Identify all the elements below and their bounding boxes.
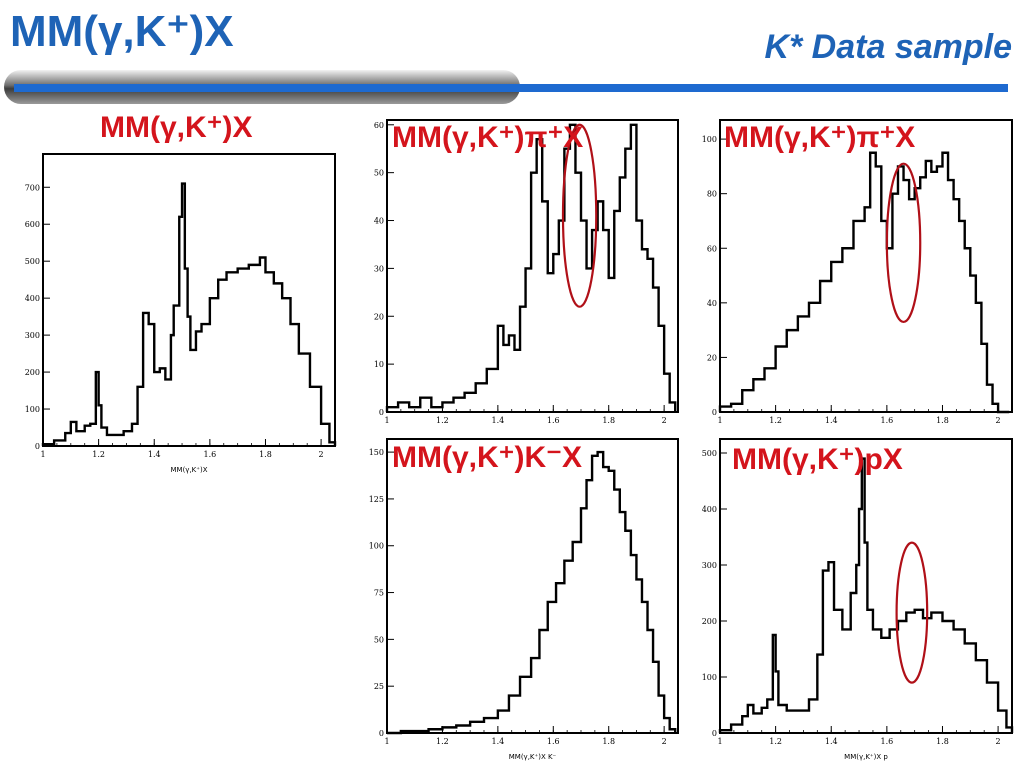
y-tick-label: 60 [374, 121, 384, 130]
y-tick-label: 150 [369, 448, 384, 457]
x-tick-label: 1.4 [491, 737, 504, 746]
y-tick-label: 600 [25, 220, 40, 229]
x-tick-label: 1.8 [602, 416, 615, 425]
y-tick-label: 125 [369, 495, 384, 504]
x-tick-label: 1.4 [491, 416, 504, 425]
x-tick-label: 1 [384, 416, 389, 425]
histogram-series [718, 457, 1014, 733]
y-tick-label: 400 [702, 505, 717, 514]
y-tick-label: 40 [374, 217, 384, 226]
page-title: MM(γ,K⁺)X [10, 7, 234, 56]
x-axis-label: MM(γ,K⁺)X p [844, 753, 888, 761]
y-tick-label: 50 [374, 635, 384, 644]
y-tick-label: 25 [374, 682, 384, 691]
y-tick-label: 0 [379, 408, 384, 417]
panel-label-p2: MM(γ,K⁺)π⁺X [392, 121, 584, 154]
panel-label-p5: MM(γ,K⁺)pX [732, 443, 903, 476]
y-tick-label: 100 [369, 542, 384, 551]
plot-frame [386, 119, 679, 413]
y-tick-label: 20 [707, 353, 717, 362]
x-tick-label: 1.2 [769, 737, 782, 746]
x-tick-label: 1 [384, 737, 389, 746]
y-tick-label: 30 [374, 264, 384, 273]
x-tick-label: 1.4 [825, 737, 838, 746]
histogram-series [41, 182, 337, 446]
x-axis-label: MM(γ,K⁺)X K⁻ [509, 753, 557, 761]
y-tick-label: 50 [374, 169, 384, 178]
x-tick-label: 1 [717, 416, 722, 425]
highlight-ellipse [885, 162, 922, 324]
histogram-series [385, 123, 677, 412]
plot-frame [42, 153, 336, 447]
x-tick-label: 1.4 [825, 416, 838, 425]
highlight-ellipse [895, 541, 929, 684]
x-tick-label: 1 [40, 450, 45, 459]
x-tick-label: 1.6 [547, 416, 560, 425]
x-axis-label: MM(γ,K⁺)X [171, 466, 208, 474]
x-tick-label: 2 [662, 737, 667, 746]
x-tick-label: 1.6 [547, 737, 560, 746]
y-tick-label: 75 [374, 589, 384, 598]
x-tick-label: 1.8 [936, 737, 949, 746]
y-tick-label: 100 [702, 135, 717, 144]
panel-label-p3: MM(γ,K⁺)π⁺X [724, 121, 916, 154]
y-tick-label: 400 [25, 294, 40, 303]
y-tick-label: 0 [379, 729, 384, 738]
y-tick-label: 500 [702, 449, 717, 458]
x-tick-label: 1.8 [602, 737, 615, 746]
y-tick-label: 200 [702, 617, 717, 626]
x-tick-label: 1.8 [936, 416, 949, 425]
x-tick-label: 1.2 [436, 416, 449, 425]
y-tick-label: 200 [25, 368, 40, 377]
y-tick-label: 300 [702, 561, 717, 570]
panel-label-p1: MM(γ,K⁺)X [100, 111, 253, 144]
y-tick-label: 300 [25, 331, 40, 340]
x-tick-label: 1.6 [880, 416, 893, 425]
y-tick-label: 60 [707, 244, 717, 253]
histogram-panel-mm-k-kminus-x: 0 25 50 75 100 125 150 1 1.2 1.4 1.6 1.8 2 MM(γ,K⁺)X … [369, 438, 679, 761]
x-tick-label: 1.2 [769, 416, 782, 425]
histogram-panel-mm-k-p-x: 0 100 200 300 400 500 1 1.2 1.4 1.6 1.8 2 MM(γ,K⁺)X … [702, 438, 1014, 761]
highlight-ellipse [561, 123, 598, 308]
y-tick-label: 20 [374, 312, 384, 321]
x-tick-label: 1.6 [203, 450, 216, 459]
histogram-panel-mm-k-pi-x-left: 0 10 20 30 40 50 60 1 1.2 1.4 1.6 1.8 2 [374, 119, 679, 425]
y-tick-label: 100 [702, 673, 717, 682]
panel-label-p4: MM(γ,K⁺)K⁻X [392, 441, 582, 474]
x-tick-label: 2 [996, 737, 1001, 746]
y-tick-label: 500 [25, 257, 40, 266]
plot-frame [719, 438, 1013, 734]
page-subtitle: K* Data sample [764, 28, 1012, 66]
x-tick-label: 2 [319, 450, 324, 459]
x-tick-label: 1.4 [148, 450, 161, 459]
y-tick-label: 40 [707, 299, 717, 308]
y-tick-label: 700 [25, 183, 40, 192]
y-tick-label: 10 [374, 360, 384, 369]
histogram-panel-mm-k-x: 0 100 200 300 400 500 600 700 1 1.2 1.4 1.6 1.8 2 MM(γ… [25, 153, 337, 474]
histogram-series [718, 151, 1010, 414]
y-tick-label: 100 [25, 405, 40, 414]
y-tick-label: 80 [707, 190, 717, 199]
plot-frame [386, 438, 679, 734]
plot-frame [719, 119, 1013, 413]
histogram-panel-mm-k-pi-x-right: 0 20 40 60 80 100 1 1.2 1.4 1.6 1.8 2 [702, 119, 1013, 425]
y-tick-label: 0 [35, 442, 40, 451]
header-accent-line [14, 84, 1008, 92]
y-tick-label: 0 [712, 408, 717, 417]
x-tick-label: 1.6 [880, 737, 893, 746]
x-tick-label: 2 [662, 416, 667, 425]
histogram-series [387, 450, 677, 735]
x-tick-label: 1.2 [436, 737, 449, 746]
x-tick-label: 2 [996, 416, 1001, 425]
y-tick-label: 0 [712, 729, 717, 738]
x-tick-label: 1.8 [259, 450, 272, 459]
x-tick-label: 1 [717, 737, 722, 746]
x-tick-label: 1.2 [92, 450, 105, 459]
